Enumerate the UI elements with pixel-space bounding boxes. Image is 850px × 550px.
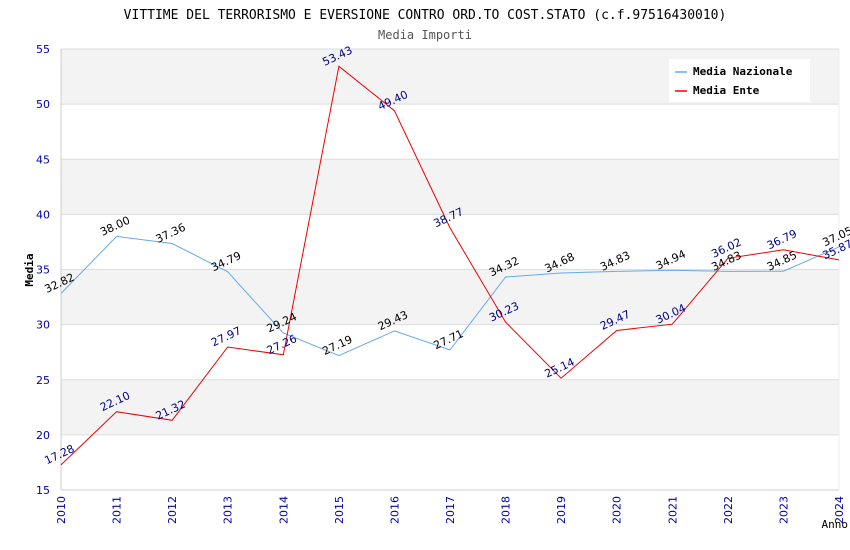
x-tick-label: 2012 [166,496,179,524]
chart-title: VITTIME DEL TERRORISMO E EVERSIONE CONTR… [124,8,727,23]
y-tick-label: 40 [36,208,50,221]
series-line-media-ente [60,65,840,466]
y-tick-label: 45 [36,153,50,166]
x-tick-label: 2018 [500,496,513,524]
legend: Media Nazionale Media Ente [669,59,810,102]
plot-band [61,159,839,215]
chart-subtitle: Media Importi [378,28,472,42]
y-tick-label: 35 [36,264,50,277]
plot-background [61,49,839,490]
x-axis-label: Anno [822,518,849,531]
y-tick-label: 15 [36,484,50,497]
legend-label-media-ente: Media Ente [693,84,760,97]
axes [60,49,840,491]
y-tick-label: 55 [36,43,50,56]
y-axis-ticks: 15 20 25 30 35 40 45 50 55 [36,43,50,497]
y-tick-label: 20 [36,429,50,442]
x-axis-ticks: 2010 2011 2012 2013 2014 2015 2016 2017 2018 2019… [55,496,846,524]
plot-band [61,104,839,160]
y-tick-label: 50 [36,98,50,111]
x-tick-label: 2016 [388,496,401,524]
plot-band [61,379,839,435]
x-tick-label: 2022 [722,496,735,524]
series-lines [60,65,840,466]
x-tick-label: 2014 [277,496,290,524]
x-tick-label: 2011 [111,496,124,524]
x-tick-label: 2015 [333,496,346,524]
x-tick-label: 2024 [833,496,846,524]
x-tick-label: 2013 [222,496,235,524]
x-tick-label: 2017 [444,496,457,524]
plot-band [61,269,839,325]
x-tick-label: 2019 [555,496,568,524]
x-tick-label: 2020 [611,496,624,524]
x-tick-label: 2010 [55,496,68,524]
y-axis-label: Media [23,253,36,286]
series-line-media-nazionale [60,235,840,357]
y-tick-label: 25 [36,374,50,387]
plot-band [61,214,839,270]
legend-box [669,59,810,102]
x-tick-label: 2023 [777,496,790,524]
plot-band [61,434,839,490]
plot-band [61,324,839,380]
x-tick-label: 2021 [666,496,679,524]
legend-label-media-nazionale: Media Nazionale [693,65,793,78]
y-tick-label: 30 [36,319,50,332]
